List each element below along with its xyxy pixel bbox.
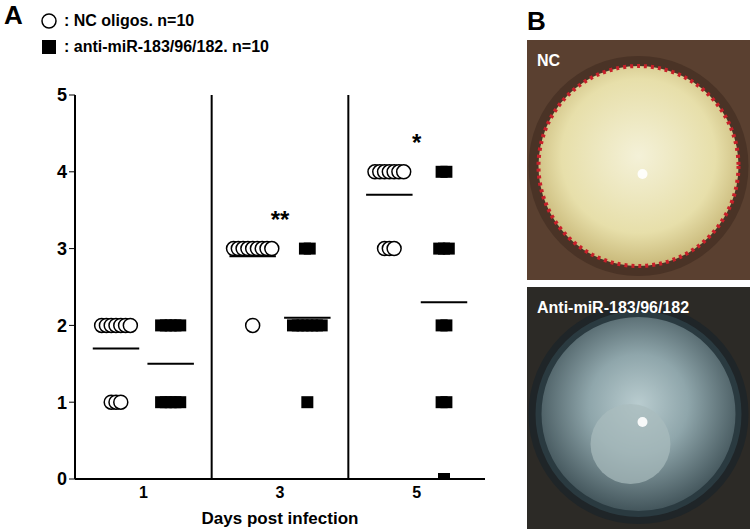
svg-text:3: 3 — [276, 484, 285, 501]
svg-text:3: 3 — [57, 239, 67, 259]
svg-text:5: 5 — [57, 85, 67, 105]
svg-text:NC: NC — [537, 52, 561, 69]
svg-text:Days post infection: Days post infection — [202, 509, 359, 528]
html-text:: NC oligos. n=10: : NC oligos. n=10 — [64, 12, 195, 29]
html-text:B: B — [527, 6, 546, 36]
svg-text:4: 4 — [57, 162, 67, 182]
svg-text:1: 1 — [57, 393, 67, 413]
svg-text:Anti-miR-183/96/182: Anti-miR-183/96/182 — [537, 299, 689, 316]
svg-text:**: ** — [271, 206, 290, 233]
svg-text:5: 5 — [412, 484, 421, 501]
svg-text:*: * — [412, 129, 422, 156]
html-text:: anti-miR-183/96/182. n=10: : anti-miR-183/96/182. n=10 — [64, 38, 269, 55]
html-text:A: A — [4, 0, 23, 30]
svg-text:1: 1 — [139, 484, 148, 501]
svg-text:0: 0 — [57, 469, 67, 489]
svg-text:2: 2 — [57, 316, 67, 336]
